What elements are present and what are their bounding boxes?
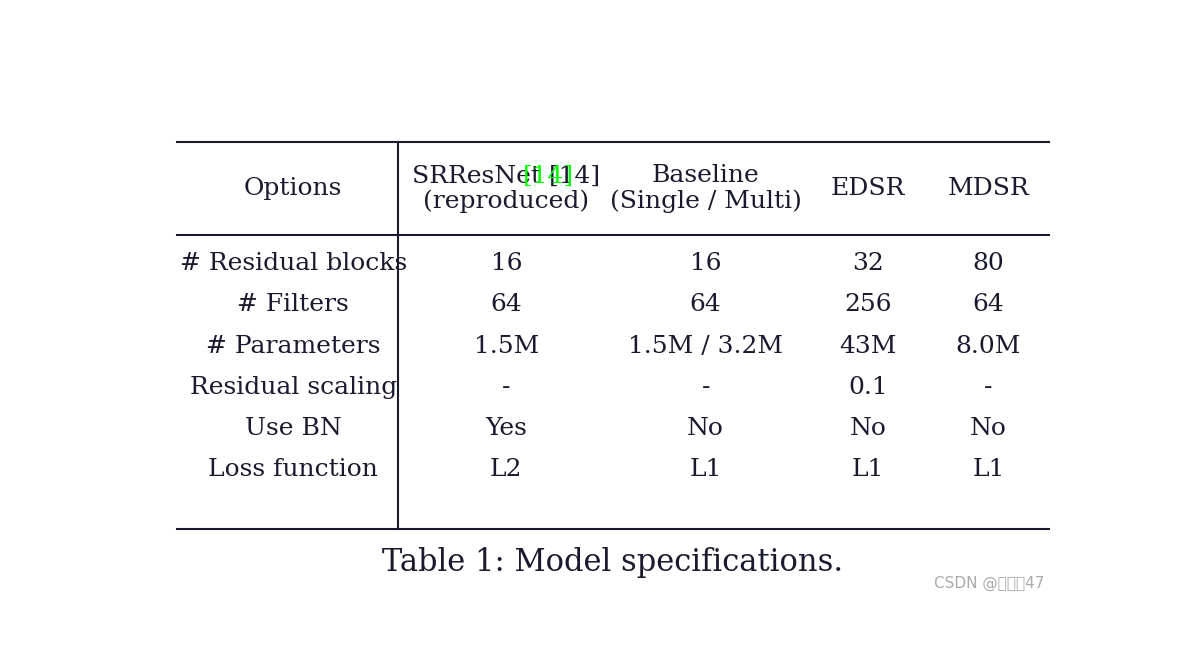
Text: Yes: Yes xyxy=(486,417,527,440)
Text: L2: L2 xyxy=(490,458,523,482)
Text: MDSR: MDSR xyxy=(947,178,1030,200)
Text: L1: L1 xyxy=(852,458,884,482)
Text: (Single / Multi): (Single / Multi) xyxy=(610,190,801,214)
Text: SRResNet [14]: SRResNet [14] xyxy=(413,164,600,188)
Text: 16: 16 xyxy=(690,252,721,275)
Text: No: No xyxy=(970,417,1007,440)
Text: # Residual blocks: # Residual blocks xyxy=(179,252,407,275)
Text: -: - xyxy=(502,376,511,399)
Text: 16: 16 xyxy=(490,252,523,275)
Text: 64: 64 xyxy=(490,293,523,316)
Text: 32: 32 xyxy=(852,252,884,275)
Text: CSDN @大笨钟47: CSDN @大笨钟47 xyxy=(934,576,1044,591)
Text: 1.5M / 3.2M: 1.5M / 3.2M xyxy=(628,334,783,358)
Text: Use BN: Use BN xyxy=(245,417,342,440)
Text: # Filters: # Filters xyxy=(237,293,349,316)
Text: 0.1: 0.1 xyxy=(848,376,887,399)
Text: EDSR: EDSR xyxy=(831,178,905,200)
Text: Table 1: Model specifications.: Table 1: Model specifications. xyxy=(383,547,843,578)
Text: Options: Options xyxy=(244,178,342,200)
Text: 43M: 43M xyxy=(840,334,897,358)
Text: No: No xyxy=(849,417,886,440)
Text: L1: L1 xyxy=(972,458,1005,482)
Text: 256: 256 xyxy=(844,293,892,316)
Text: 80: 80 xyxy=(972,252,1005,275)
Text: Baseline: Baseline xyxy=(652,164,759,188)
Text: 1.5M: 1.5M xyxy=(474,334,539,358)
Text: 64: 64 xyxy=(972,293,1005,316)
Text: 8.0M: 8.0M xyxy=(956,334,1021,358)
Text: Residual scaling: Residual scaling xyxy=(189,376,397,399)
Text: [14]: [14] xyxy=(523,164,574,188)
Text: Loss function: Loss function xyxy=(208,458,378,482)
Text: L1: L1 xyxy=(689,458,722,482)
Text: No: No xyxy=(688,417,724,440)
Text: -: - xyxy=(701,376,710,399)
Text: 64: 64 xyxy=(690,293,721,316)
Text: # Parameters: # Parameters xyxy=(206,334,380,358)
Text: -: - xyxy=(984,376,993,399)
Text: (reproduced): (reproduced) xyxy=(423,190,590,214)
